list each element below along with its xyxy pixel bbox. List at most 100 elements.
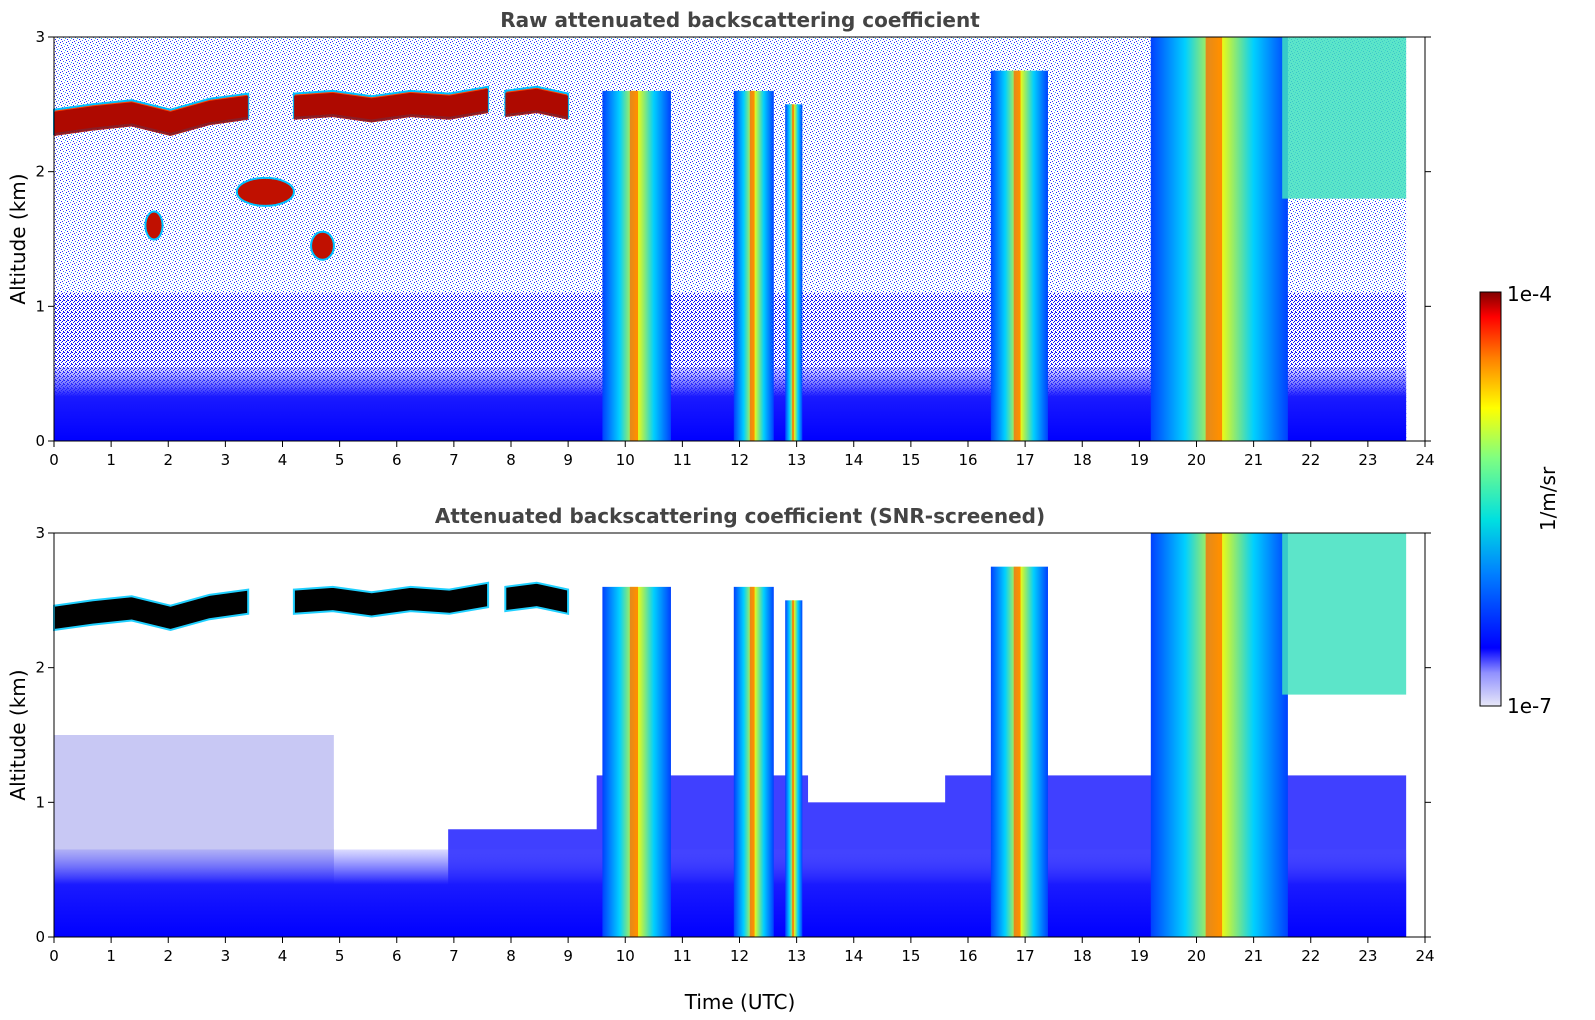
x-tick-label: 22 (1301, 947, 1320, 965)
x-tick-label: 16 (958, 947, 977, 965)
x-tick-label: 0 (49, 947, 59, 965)
x-tick-label: 7 (449, 451, 459, 469)
x-tick-label: 10 (616, 947, 635, 965)
x-axis-ticks: 0 1 2 3 4 5 6 7 8 9 10 11 12 13 14 15 16 17 18 19 20 21 22 23 24 (49, 441, 1435, 469)
precipitation-core (792, 600, 795, 937)
precipitation-core (749, 90, 755, 441)
x-tick-label: 1 (106, 451, 116, 469)
y-axis-ticks: 0 1 2 3 (35, 28, 1431, 450)
x-tick-label: 23 (1358, 947, 1377, 965)
precipitation-core (1205, 37, 1223, 441)
cloud-layer-core (54, 95, 249, 136)
x-tick-label: 18 (1073, 451, 1092, 469)
x-tick-label: 18 (1073, 947, 1092, 965)
cloud-layer-core (505, 88, 569, 120)
screened-region (808, 533, 946, 803)
heatmap-features (53, 37, 1407, 442)
x-tick-label: 4 (278, 451, 288, 469)
x-tick-label: 7 (449, 947, 459, 965)
x-tick-label: 0 (49, 451, 59, 469)
x-tick-label: 13 (787, 451, 806, 469)
precipitation-core (1013, 70, 1021, 442)
y-axis-ticks: 0 1 2 3 (35, 524, 1431, 946)
panel-title: Attenuated backscattering coefficient (S… (435, 504, 1045, 528)
y-tick-label: 1 (35, 793, 45, 811)
y-tick-label: 0 (35, 928, 45, 946)
y-axis-label: Altitude (km) (6, 669, 30, 800)
x-tick-label: 14 (844, 947, 863, 965)
x-tick-label: 8 (506, 947, 516, 965)
x-axis-label: Time (UTC) (684, 990, 796, 1014)
x-tick-label: 19 (1130, 947, 1149, 965)
x-tick-label: 5 (335, 947, 345, 965)
x-tick-label: 4 (278, 947, 288, 965)
x-tick-label: 15 (901, 451, 920, 469)
precipitation-core (792, 104, 795, 441)
colorbar-min-label: 1e-7 (1507, 694, 1552, 718)
precipitation-core (629, 586, 639, 937)
x-tick-label: 12 (730, 451, 749, 469)
x-axis-ticks: 0 1 2 3 4 5 6 7 8 9 10 11 12 13 14 15 16 17 18 19 20 21 22 23 24 (49, 937, 1435, 965)
cloud-patch (310, 230, 335, 261)
x-tick-label: 12 (730, 947, 749, 965)
y-axis-label: Altitude (km) (6, 173, 30, 304)
cloud-layer-saturated (504, 581, 570, 616)
x-tick-label: 2 (163, 451, 173, 469)
y-tick-label: 2 (35, 659, 45, 677)
colorbar-gradient (1479, 291, 1502, 707)
x-tick-label: 16 (958, 451, 977, 469)
x-tick-label: 6 (392, 451, 402, 469)
heatmap-features (53, 533, 1407, 937)
colorbar-max-label: 1e-4 (1507, 282, 1552, 306)
y-tick-label: 0 (35, 432, 45, 450)
x-tick-label: 9 (563, 451, 573, 469)
cloud-layer-saturated (53, 588, 250, 632)
y-tick-label: 2 (35, 163, 45, 181)
precipitation-core (749, 586, 755, 937)
x-tick-label: 22 (1301, 451, 1320, 469)
x-tick-label: 21 (1244, 947, 1263, 965)
x-tick-label: 1 (106, 947, 116, 965)
x-tick-label: 20 (1187, 947, 1206, 965)
x-tick-label: 24 (1415, 451, 1434, 469)
y-tick-label: 3 (35, 524, 45, 542)
cloud-patch (235, 176, 295, 207)
y-tick-label: 1 (35, 297, 45, 315)
x-tick-label: 6 (392, 947, 402, 965)
x-tick-label: 2 (163, 947, 173, 965)
x-tick-label: 24 (1415, 947, 1434, 965)
x-tick-label: 21 (1244, 451, 1263, 469)
x-tick-label: 19 (1130, 451, 1149, 469)
y-tick-label: 3 (35, 28, 45, 46)
snr-screened-panel: Attenuated backscattering coefficient (S… (6, 504, 1435, 1014)
cloud-patch (144, 210, 164, 241)
precipitation-core (1205, 533, 1223, 937)
panel-title: Raw attenuated backscattering coefficien… (500, 8, 980, 32)
screened-region (333, 627, 597, 830)
x-tick-label: 14 (844, 451, 863, 469)
x-tick-label: 15 (901, 947, 920, 965)
x-tick-label: 20 (1187, 451, 1206, 469)
x-tick-label: 8 (506, 451, 516, 469)
raw-backscatter-panel: Raw attenuated backscattering coefficien… (6, 8, 1435, 469)
cloud-layer-core (293, 88, 489, 123)
x-tick-label: 3 (221, 947, 231, 965)
precipitation-core (629, 90, 639, 441)
x-tick-label: 11 (673, 451, 692, 469)
x-tick-label: 11 (673, 947, 692, 965)
x-tick-label: 3 (221, 451, 231, 469)
cloud-layer-saturated (292, 581, 490, 618)
x-tick-label: 17 (1016, 947, 1035, 965)
x-tick-label: 23 (1358, 451, 1377, 469)
x-tick-label: 5 (335, 451, 345, 469)
x-tick-label: 17 (1016, 451, 1035, 469)
upper-cloud (1282, 533, 1407, 695)
colorbar: 1e-4 1e-7 1/m/sr (1479, 282, 1560, 718)
precipitation-core (1013, 566, 1021, 937)
upper-cloud (1282, 37, 1407, 199)
colorbar-unit-label: 1/m/sr (1536, 466, 1560, 531)
x-tick-label: 13 (787, 947, 806, 965)
x-tick-label: 9 (563, 947, 573, 965)
x-tick-label: 10 (616, 451, 635, 469)
